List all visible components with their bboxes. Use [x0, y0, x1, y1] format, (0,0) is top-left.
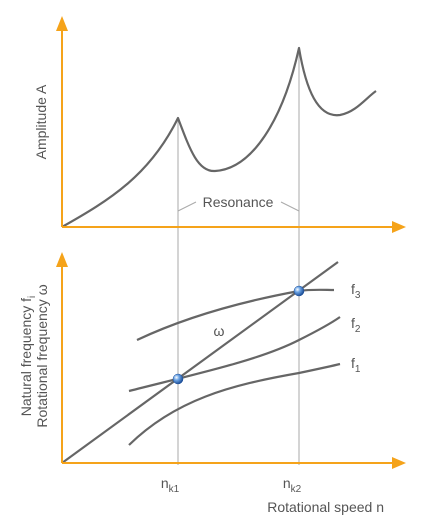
curve-label-f2: f2: [351, 315, 361, 335]
curve-label-f1: f1: [351, 355, 361, 375]
omega-label: ω: [214, 323, 225, 339]
tick-label-nk2: nk2: [283, 475, 302, 495]
amplitude-curve: [61, 46, 377, 228]
top-x-axis-arrow: [392, 221, 406, 233]
curve-f1: [128, 362, 341, 446]
amplitude-axis-label: Amplitude A: [33, 84, 49, 159]
rotational-speed-axis-label: Rotational speed n: [267, 499, 384, 515]
critical-point-nk2: [293, 285, 305, 297]
omega-line: [61, 261, 339, 464]
critical-point-nk1: [172, 373, 184, 385]
natural-frequency-axis-label: Natural frequency fi: [18, 296, 38, 417]
curve-f3: [136, 288, 335, 341]
bottom-panel: ω f3 f2 f1 Natural frequency fi Rotation…: [18, 252, 406, 515]
tick-label-nk1: nk1: [161, 475, 180, 495]
resonance-bracket: [177, 201, 300, 212]
curve-label-f3: f3: [351, 281, 361, 301]
bottom-x-axis-arrow: [392, 457, 406, 469]
top-y-axis-arrow: [56, 16, 68, 31]
curve-f2: [128, 316, 341, 393]
rotational-frequency-axis-label: Rotational frequency ω: [34, 284, 50, 427]
top-panel: Resonance Amplitude A: [33, 16, 406, 465]
bottom-y-axis-arrow: [56, 252, 68, 267]
resonance-label: Resonance: [203, 194, 274, 210]
